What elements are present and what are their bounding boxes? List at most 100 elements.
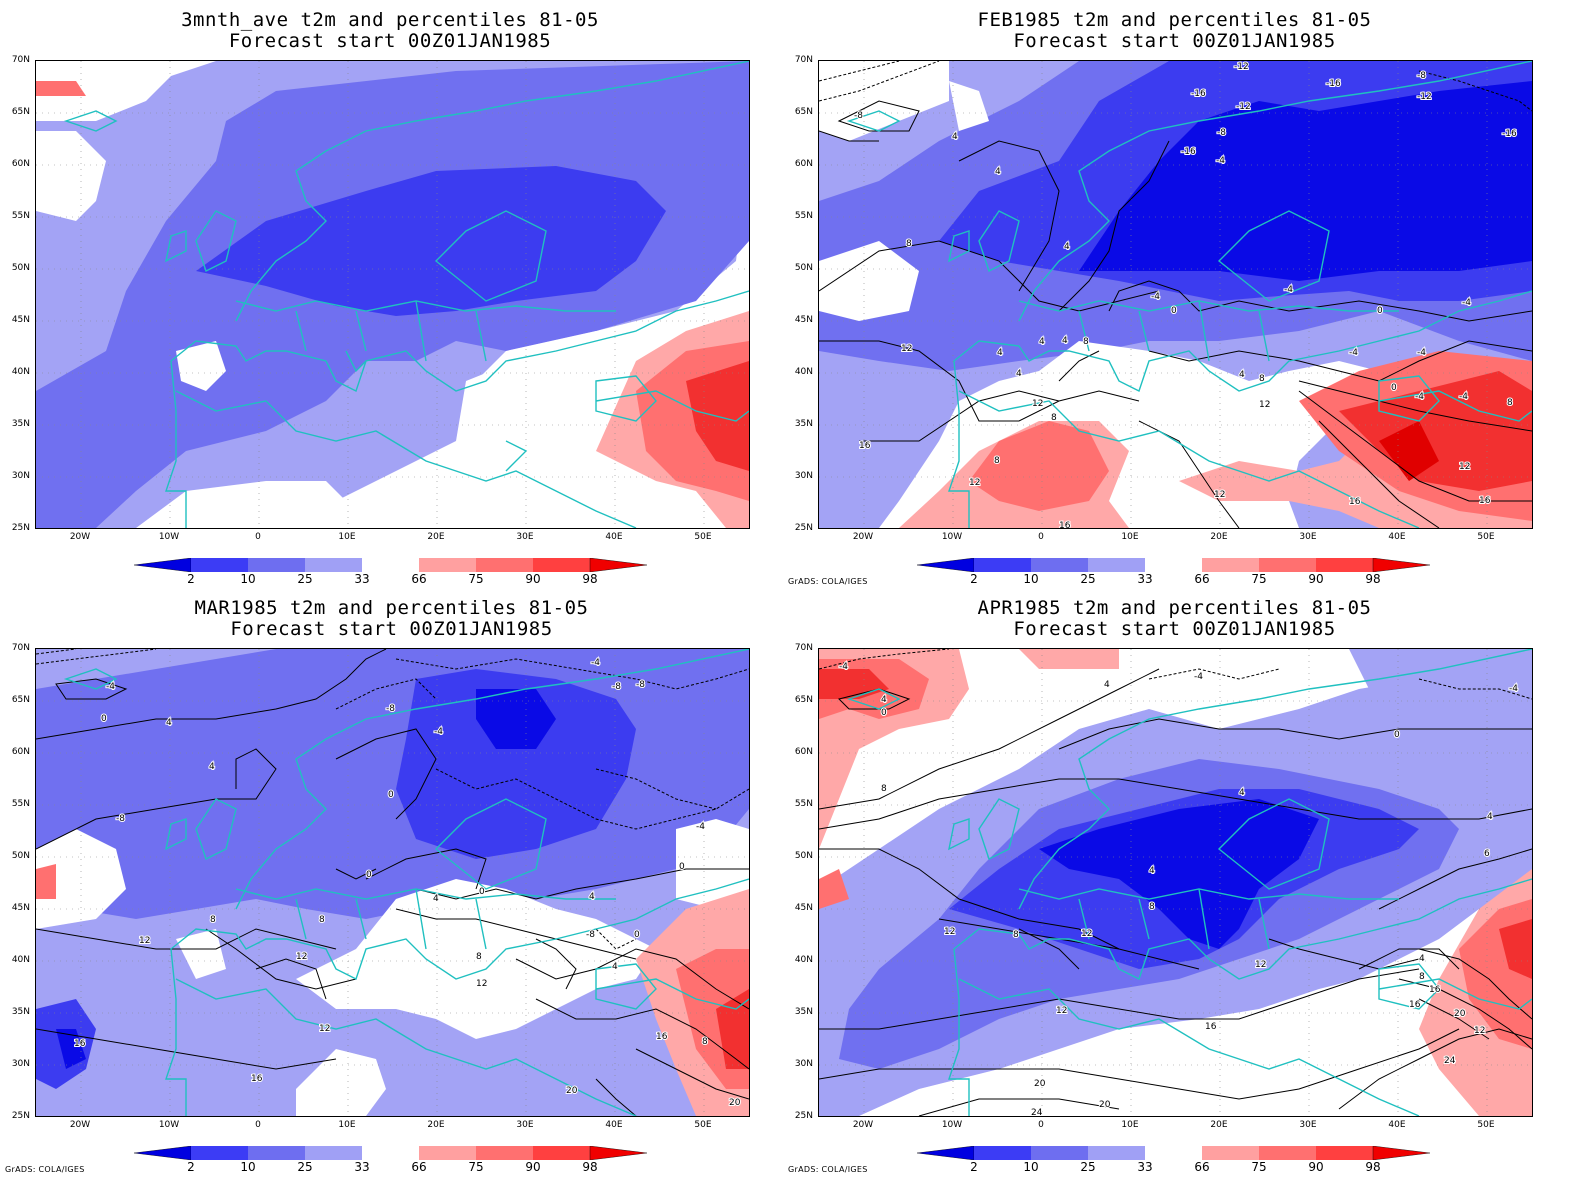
contour-label: -8 <box>1417 71 1426 81</box>
colorbar-swatches <box>133 557 648 573</box>
shade-dark-blue <box>196 166 666 316</box>
contour-label: 0 <box>479 887 485 897</box>
colorbar-label: 66 <box>1194 1160 1210 1174</box>
lat-lon-grid <box>36 649 749 1116</box>
colorbar-label: 90 <box>525 572 541 586</box>
lat-label: 25N <box>11 523 30 533</box>
contour-label: 4 <box>209 762 215 772</box>
lon-label: 40E <box>1388 532 1406 542</box>
contour-label: 4 <box>1487 812 1493 822</box>
colorbar: 2 10 25 33 66 75 90 98 <box>916 557 1437 587</box>
lat-label: 60N <box>794 159 813 169</box>
contour-label: 8 <box>881 784 887 794</box>
dashed-contours <box>36 649 749 950</box>
colorbar-label: 75 <box>468 1160 484 1174</box>
lat-label: 25N <box>794 1111 813 1121</box>
lat-label: 60N <box>11 747 30 757</box>
contour-label: 12 <box>1259 400 1270 410</box>
contour-label: -8 <box>586 930 595 940</box>
contour-label: 0 <box>1171 306 1177 316</box>
contour-label: -4 <box>1459 392 1468 402</box>
shade-deep-blue <box>1039 799 1319 949</box>
contour-label: 20 <box>1034 1079 1046 1089</box>
lon-label: 10W <box>941 532 963 542</box>
map-panel-1: 3mnth_ave t2m and percentiles 81-05 Fore… <box>0 0 790 590</box>
contour-label: -4 <box>1462 298 1471 308</box>
contour-label: 12 <box>296 952 307 962</box>
contour-label: 24 <box>1444 1056 1456 1066</box>
contour-label: -8 <box>854 111 863 121</box>
colorbar-label: 75 <box>1251 1160 1267 1174</box>
dashed-contours <box>819 61 1532 112</box>
contour-label: -4 <box>1284 285 1293 295</box>
colorbar-label: 10 <box>1023 572 1039 586</box>
shade-white-4 <box>176 929 226 979</box>
lat-label: 65N <box>11 107 30 117</box>
colorbar-label: 98 <box>582 572 598 586</box>
colorbar-label: 33 <box>354 572 370 586</box>
colorbar-label: 90 <box>525 1160 541 1174</box>
lat-label: 25N <box>11 1111 30 1121</box>
lat-label: 45N <box>11 903 30 913</box>
lon-label: 20W <box>852 1120 874 1130</box>
lat-label: 45N <box>794 903 813 913</box>
contour-label: 12 <box>1255 960 1266 970</box>
grads-credit: GrADS: COLA/IGES <box>788 577 868 586</box>
contour-label: 12 <box>1459 462 1470 472</box>
colorbar-label: 2 <box>187 1160 195 1174</box>
lon-label: 0 <box>255 1120 261 1130</box>
lon-label: 30E <box>516 1120 534 1130</box>
lat-label: 35N <box>794 1007 813 1017</box>
lat-lon-grid <box>36 61 749 528</box>
panel-title-line2: Forecast start 00Z01JAN1985 <box>230 618 553 640</box>
contour-label: -8 <box>1217 128 1226 138</box>
colorbar-label: 10 <box>240 1160 256 1174</box>
lon-label: 50E <box>1477 532 1495 542</box>
shaded-percentile-map: -12 -16 -16 -12 -8 -4 -8 -12 -16 -8 4 4 … <box>819 61 1532 528</box>
contour-label: 12 <box>1056 1006 1067 1016</box>
contour-label: 16 <box>1205 1022 1217 1032</box>
panel-title: FEB1985 t2m and percentiles 81-05 Foreca… <box>818 10 1531 52</box>
lat-label: 40N <box>794 955 813 965</box>
lat-label: 30N <box>11 1059 30 1069</box>
contour-label: 4 <box>1104 680 1110 690</box>
lon-label: 20E <box>1210 1120 1228 1130</box>
contour-label-group: -4 0 4 -8 -4 -8 -8 0 4 -8 -4 0 0 0 4 8 1… <box>73 657 742 1109</box>
shade-red-left <box>36 864 56 899</box>
contour-label: 4 <box>1239 788 1245 798</box>
contour-label: 16 <box>1349 497 1361 507</box>
panel-title-line1: FEB1985 t2m and percentiles 81-05 <box>977 9 1372 31</box>
shade-red-nw <box>36 81 86 96</box>
contour-label: 0 <box>634 930 640 940</box>
contour-label: 8 <box>1507 398 1513 408</box>
contour-label: 0 <box>101 714 107 724</box>
contour-label: 8 <box>1051 413 1057 423</box>
colorbar-label: 10 <box>1023 1160 1039 1174</box>
contour-label: 0 <box>1391 383 1397 393</box>
lon-label: 0 <box>255 532 261 542</box>
lat-label: 35N <box>794 419 813 429</box>
lat-label: 35N <box>11 419 30 429</box>
lat-label: 50N <box>11 263 30 273</box>
lat-label: 70N <box>11 643 30 653</box>
contour-label: 12 <box>1081 929 1092 939</box>
contour-label: 4 <box>1239 370 1245 380</box>
contour-label: -12 <box>1236 102 1251 112</box>
contour-label: -8 <box>612 682 621 692</box>
lat-label: 45N <box>11 315 30 325</box>
colorbar-swatches <box>916 557 1431 573</box>
contour-label: -4 <box>591 658 600 668</box>
map-panel-2: FEB1985 t2m and percentiles 81-05 Foreca… <box>783 0 1583 590</box>
contour-label: -16 <box>1181 147 1196 157</box>
colorbar-label: 33 <box>354 1160 370 1174</box>
lon-label: 0 <box>1038 532 1044 542</box>
shade-red-mid <box>969 421 1109 511</box>
lon-label: 10W <box>158 1120 180 1130</box>
colorbar-label: 98 <box>1365 572 1381 586</box>
shade-white-south <box>136 331 696 528</box>
lat-label: 55N <box>11 799 30 809</box>
colorbar-swatches <box>133 1145 648 1161</box>
colorbar: 2 10 25 33 66 75 90 98 <box>133 557 654 587</box>
lon-label: 20E <box>427 1120 445 1130</box>
lat-label: 70N <box>11 55 30 65</box>
